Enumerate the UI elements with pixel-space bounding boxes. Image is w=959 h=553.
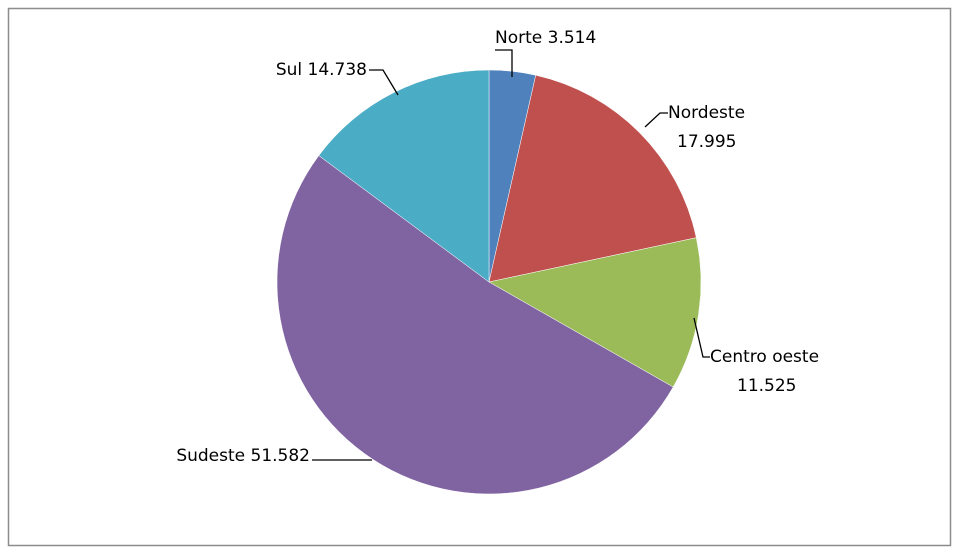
value-label: 3.514 xyxy=(548,28,597,48)
category-label: Norte xyxy=(495,28,542,48)
value-label: 14.738 xyxy=(308,60,367,80)
category-label: Nordeste xyxy=(668,103,745,123)
pie xyxy=(276,69,702,495)
category-label: Sudeste xyxy=(176,446,245,466)
leader-line xyxy=(644,112,668,128)
leader-line xyxy=(369,69,399,96)
value-label: 11.525 xyxy=(737,376,796,396)
slice-label: Norte 3.514 xyxy=(495,28,596,48)
value-label: 51.582 xyxy=(251,446,310,466)
leader-line xyxy=(495,49,513,77)
pie-slice xyxy=(488,237,702,388)
pie-slice xyxy=(488,74,697,283)
category-label: Centro oeste xyxy=(710,347,819,367)
leader-line xyxy=(693,317,710,358)
pie-slice xyxy=(318,69,490,283)
pie-slice xyxy=(276,155,674,495)
category-label: Sul xyxy=(276,60,302,80)
slice-label: Sul 14.738 xyxy=(276,60,367,80)
value-label: 17.995 xyxy=(677,132,736,152)
labels: Norte 3.514 Nordeste 17.995 Centro oeste 11.… xyxy=(176,28,819,466)
slice-label: Sudeste 51.582 xyxy=(176,446,310,466)
